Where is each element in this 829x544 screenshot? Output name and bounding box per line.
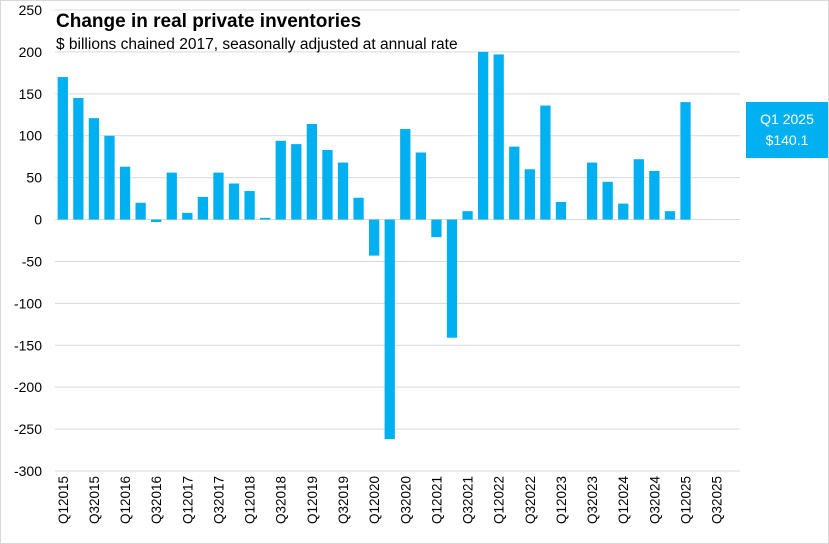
x-tick-label: Q32017: [211, 476, 226, 524]
bar: [602, 181, 613, 220]
callout-label: Q1 2025: [760, 111, 814, 127]
x-tick-label: Q12021: [429, 476, 444, 524]
bar: [555, 201, 567, 220]
y-tick-label: -150: [14, 337, 42, 353]
y-tick-label: -200: [14, 379, 42, 395]
bar: [400, 129, 411, 220]
bar: [57, 77, 68, 220]
bar: [73, 98, 84, 220]
chart-subtitle: $ billions chained 2017, seasonally adju…: [56, 36, 458, 53]
x-tick-label: Q12022: [492, 476, 507, 524]
bar: [135, 202, 146, 220]
x-tick-label: Q32016: [149, 476, 164, 524]
bar: [322, 149, 333, 220]
x-tick-label: Q32020: [398, 476, 413, 524]
x-tick-label: Q32018: [274, 476, 289, 524]
x-tick-label: Q32023: [585, 476, 600, 524]
bar: [633, 159, 644, 220]
y-tick-label: -50: [22, 253, 42, 269]
bar: [260, 217, 271, 220]
bar: [182, 212, 193, 220]
bar: [477, 51, 489, 220]
bar: [431, 219, 442, 238]
bar: [228, 183, 240, 220]
bar: [104, 135, 115, 220]
y-tick-label: -250: [14, 421, 42, 437]
bar: [166, 172, 177, 220]
bar: [509, 146, 520, 220]
x-tick-label: Q12015: [56, 476, 71, 524]
x-tick-label: Q32025: [710, 476, 725, 524]
y-tick-label: -100: [14, 295, 42, 311]
y-tick-label: 250: [19, 2, 43, 18]
y-tick-label: 150: [19, 86, 43, 102]
bar: [337, 162, 349, 220]
bar: [213, 172, 224, 220]
x-tick-label: Q32022: [523, 476, 538, 524]
bar: [446, 219, 458, 338]
bar: [540, 105, 551, 220]
bar: [680, 102, 691, 220]
bar: [119, 166, 131, 220]
x-tick-label: Q32019: [336, 476, 351, 524]
callout-value: $140.1: [765, 132, 809, 148]
bar: [462, 211, 473, 220]
x-tick-label: Q32015: [87, 476, 102, 524]
bar: [664, 211, 676, 220]
bar: [586, 162, 598, 220]
y-tick-label: 50: [26, 170, 42, 186]
x-tick-label: Q12019: [305, 476, 320, 524]
y-tick-label: -300: [14, 463, 42, 479]
x-tick-label: Q12025: [679, 476, 694, 524]
x-tick-label: Q12020: [367, 476, 382, 524]
bar: [369, 219, 380, 256]
x-tick-label: Q12018: [243, 476, 258, 524]
chart-title: Change in real private inventories: [56, 11, 362, 32]
x-tick-label: Q12023: [554, 476, 569, 524]
latest-value-callout: Q1 2025 $140.1: [746, 102, 828, 158]
bar: [88, 118, 100, 220]
bar: [618, 203, 629, 220]
y-tick-label: 100: [19, 128, 43, 144]
x-tick-label: Q32024: [647, 476, 662, 525]
bar: [275, 140, 286, 220]
bar: [291, 144, 302, 220]
bar: [151, 219, 162, 223]
bar: [649, 170, 660, 220]
bar: [524, 169, 535, 220]
y-tick-label: 200: [19, 44, 43, 60]
bar: [493, 54, 504, 220]
bar: [306, 123, 318, 220]
y-tick-label: 0: [34, 212, 42, 228]
x-tick-label: Q12024: [616, 476, 631, 525]
bar: [197, 196, 209, 220]
x-tick-label: Q12016: [118, 476, 133, 524]
x-tick-label: Q12017: [180, 476, 195, 524]
bar: [244, 191, 255, 220]
x-tick-label: Q32021: [461, 476, 476, 524]
bar: [415, 152, 426, 220]
bar: [353, 197, 364, 220]
bar: [384, 219, 395, 440]
